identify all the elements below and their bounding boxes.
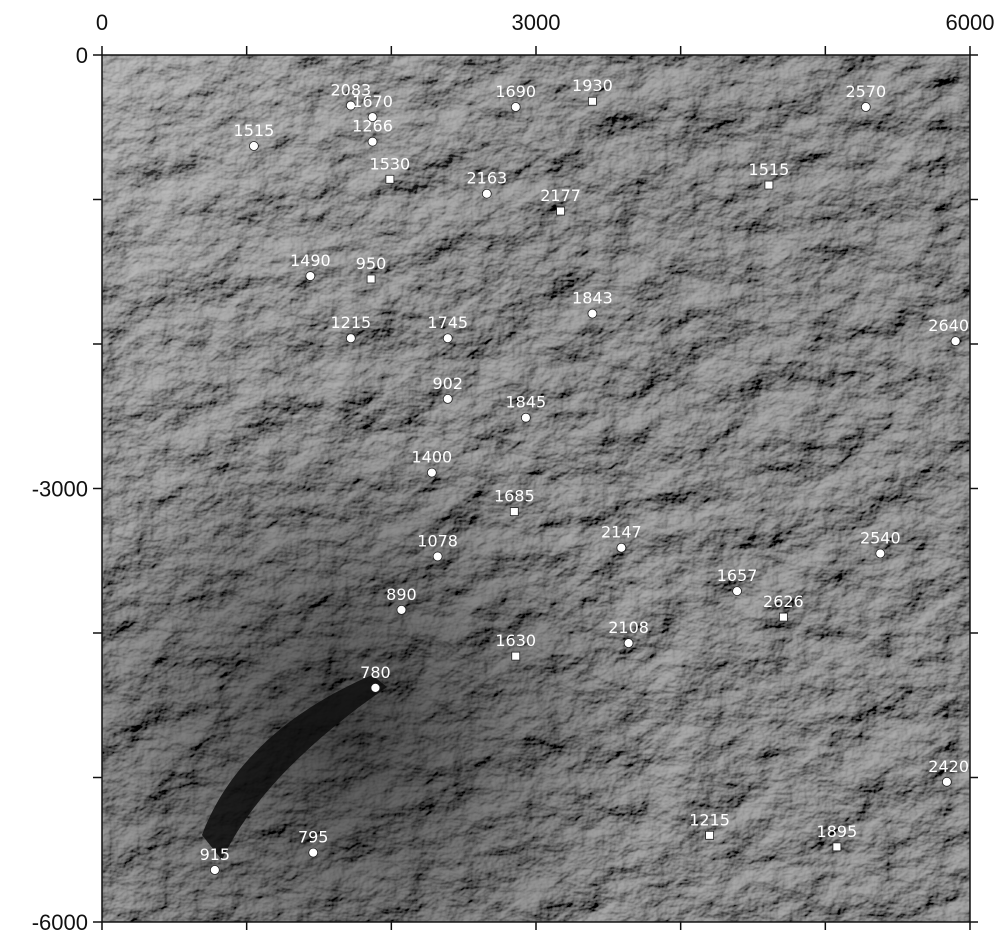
elevation-marker-square	[588, 96, 597, 106]
elevation-label: 1400	[411, 448, 452, 467]
x-tick-label: 3000	[512, 10, 561, 35]
elevation-label: 1843	[572, 289, 613, 308]
elevation-label: 1670	[352, 92, 393, 111]
elevation-label: 780	[360, 663, 391, 682]
elevation-label: 1490	[290, 251, 331, 270]
elevation-marker-circle	[345, 333, 356, 344]
elevation-label: 1690	[495, 82, 536, 101]
elevation-marker-circle	[345, 100, 356, 111]
elevation-label: 2570	[845, 82, 886, 101]
elevation-marker-circle	[426, 467, 437, 478]
elevation-label: 1895	[817, 822, 858, 841]
elevation-marker-circle	[432, 551, 443, 562]
elevation-marker-square	[556, 206, 565, 216]
elevation-marker-circle	[520, 412, 531, 423]
elevation-label: 1930	[572, 76, 613, 95]
elevation-marker-circle	[941, 776, 952, 787]
elevation-label: 1745	[427, 313, 468, 332]
elevation-marker-square	[385, 174, 395, 184]
elevation-marker-circle	[950, 336, 961, 347]
elevation-label: 2108	[608, 618, 649, 637]
elevation-marker-circle	[510, 102, 521, 112]
elevation-marker-circle	[370, 683, 381, 693]
y-tick-label: 0	[76, 43, 88, 68]
elevation-marker-square	[366, 274, 376, 284]
lake-shape	[202, 675, 387, 860]
elevation-marker-circle	[442, 394, 453, 404]
elevation-marker-circle	[367, 112, 378, 123]
elevation-marker-circle	[308, 847, 319, 858]
x-axis: 0 3000 6000	[96, 10, 995, 930]
elevation-marker-square	[778, 612, 788, 622]
elevation-label: 1630	[495, 631, 536, 650]
y-tick-label: -3000	[32, 477, 88, 502]
x-tick-label: 0	[96, 10, 108, 35]
elevation-marker-square	[705, 830, 714, 840]
elevation-label: 1215	[330, 313, 371, 332]
y-axis: 0 -3000 -6000	[32, 43, 978, 930]
elevation-label: 1845	[506, 393, 547, 412]
elevation-label: 902	[432, 374, 463, 393]
elevation-label: 1657	[717, 566, 758, 585]
elevation-label: 1685	[494, 487, 535, 506]
elevation-label: 2420	[928, 757, 969, 776]
elevation-marker-square	[509, 507, 519, 517]
elevation-marker-circle	[305, 271, 316, 281]
elevation-label: 1215	[689, 810, 730, 829]
elevation-label: 2177	[540, 186, 581, 205]
elevation-marker-circle	[396, 604, 407, 615]
elevation-label: 2147	[601, 523, 642, 542]
elevation-label: 2083	[330, 81, 371, 100]
terrain-image	[102, 55, 970, 922]
elevation-marker-circle	[623, 638, 634, 649]
elevation-marker-circle	[587, 308, 598, 319]
elevation-marker-circle	[616, 542, 627, 553]
elevation-label: 1515	[749, 160, 790, 179]
elevation-label: 1530	[370, 154, 411, 173]
elevation-marker-square	[832, 842, 842, 852]
elevation-label: 950	[356, 254, 387, 273]
elevation-marker-circle	[442, 333, 453, 344]
elevation-marker-circle	[732, 586, 742, 596]
elevation-marker-circle	[875, 548, 886, 559]
elevation-marker-circle	[248, 141, 259, 151]
elevation-marker-square	[511, 651, 521, 661]
elevation-marker-circle	[860, 102, 871, 112]
elevation-label: 2163	[466, 169, 507, 188]
elevation-marker-circle	[209, 865, 220, 875]
elevation-label: 2626	[763, 592, 804, 611]
elevation-label: 1078	[417, 531, 458, 550]
elevation-label: 2640	[928, 316, 969, 335]
elevation-marker-circle	[481, 188, 492, 199]
elevation-label: 795	[298, 828, 329, 847]
elevation-marker-circle	[367, 136, 378, 147]
y-tick-label: -6000	[32, 910, 88, 930]
elevation-marker-square	[764, 180, 774, 190]
elevation-label: 915	[200, 845, 231, 864]
elevation-label: 890	[386, 585, 417, 604]
x-tick-label: 6000	[946, 10, 995, 35]
elevation-label: 2540	[860, 529, 901, 548]
elevation-label: 1515	[234, 121, 275, 140]
elevation-label: 1266	[352, 117, 393, 136]
